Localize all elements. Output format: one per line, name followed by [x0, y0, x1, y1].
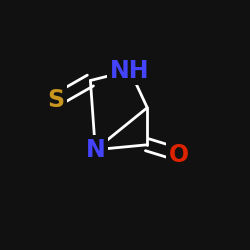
Text: O: O	[169, 143, 190, 167]
Text: N: N	[86, 138, 105, 162]
Text: NH: NH	[110, 58, 150, 82]
Text: S: S	[47, 88, 64, 112]
